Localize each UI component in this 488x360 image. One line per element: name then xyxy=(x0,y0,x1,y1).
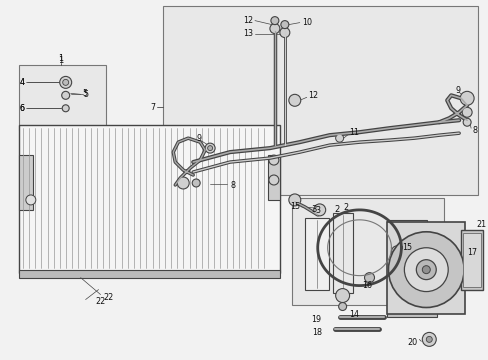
Circle shape xyxy=(461,107,471,117)
Circle shape xyxy=(207,146,212,150)
Bar xyxy=(19,125,279,273)
Bar xyxy=(19,270,279,278)
Circle shape xyxy=(288,194,300,206)
Circle shape xyxy=(192,179,200,187)
Text: 19: 19 xyxy=(311,315,321,324)
Text: 20: 20 xyxy=(407,338,416,347)
Circle shape xyxy=(205,143,215,153)
Text: 15: 15 xyxy=(402,243,412,252)
Text: 18: 18 xyxy=(311,328,321,337)
Circle shape xyxy=(426,336,431,342)
Circle shape xyxy=(269,24,279,33)
Bar xyxy=(386,220,427,232)
Bar xyxy=(332,213,352,293)
Text: 5: 5 xyxy=(82,89,87,98)
Text: 3: 3 xyxy=(315,206,320,215)
Circle shape xyxy=(364,273,374,283)
Text: 6: 6 xyxy=(20,104,25,113)
Circle shape xyxy=(462,118,470,126)
Text: 21: 21 xyxy=(475,220,485,229)
Text: 4: 4 xyxy=(20,78,25,87)
Circle shape xyxy=(270,17,278,24)
Circle shape xyxy=(60,76,72,88)
Text: 9: 9 xyxy=(196,134,201,143)
Bar xyxy=(304,218,328,289)
Text: 16: 16 xyxy=(362,281,372,290)
Text: 9: 9 xyxy=(454,86,459,95)
Circle shape xyxy=(26,195,36,205)
Circle shape xyxy=(338,302,346,310)
Text: 4: 4 xyxy=(20,78,25,87)
Text: 8: 8 xyxy=(229,181,235,190)
Text: 22: 22 xyxy=(103,293,114,302)
Circle shape xyxy=(335,289,349,302)
Text: 15: 15 xyxy=(289,202,299,211)
Text: 3: 3 xyxy=(310,206,316,215)
Text: 14: 14 xyxy=(349,310,359,319)
Text: 17: 17 xyxy=(466,248,476,257)
Circle shape xyxy=(422,332,435,346)
Text: 12: 12 xyxy=(307,91,317,100)
Text: 2: 2 xyxy=(333,206,339,215)
Text: 1: 1 xyxy=(58,56,63,65)
Text: 10: 10 xyxy=(301,18,311,27)
Bar xyxy=(19,155,33,210)
Bar xyxy=(291,198,443,305)
Circle shape xyxy=(268,175,278,185)
Text: 7: 7 xyxy=(150,103,155,112)
Circle shape xyxy=(177,177,189,189)
Circle shape xyxy=(415,260,435,280)
Text: 5: 5 xyxy=(83,90,88,99)
Bar xyxy=(267,155,279,200)
Text: 1: 1 xyxy=(58,54,63,63)
Circle shape xyxy=(268,155,278,165)
Text: 6: 6 xyxy=(20,104,25,113)
Circle shape xyxy=(335,134,343,142)
Circle shape xyxy=(390,246,403,258)
Text: 8: 8 xyxy=(471,126,476,135)
Circle shape xyxy=(61,91,69,99)
Circle shape xyxy=(313,204,325,216)
Circle shape xyxy=(459,91,473,105)
Bar xyxy=(462,233,480,287)
Text: 12: 12 xyxy=(243,16,252,25)
Circle shape xyxy=(62,80,68,85)
Text: 13: 13 xyxy=(243,29,252,38)
Circle shape xyxy=(279,28,289,37)
Bar xyxy=(460,230,482,289)
Bar xyxy=(163,6,477,195)
Circle shape xyxy=(404,248,447,292)
Text: 11: 11 xyxy=(349,128,359,137)
Bar xyxy=(386,310,436,318)
Bar xyxy=(386,222,464,315)
Text: 2: 2 xyxy=(343,203,347,212)
Bar xyxy=(19,66,105,130)
Circle shape xyxy=(288,94,300,106)
Text: 22: 22 xyxy=(95,297,105,306)
Circle shape xyxy=(280,21,288,28)
Circle shape xyxy=(62,105,69,112)
Circle shape xyxy=(422,266,429,274)
Circle shape xyxy=(387,232,463,307)
